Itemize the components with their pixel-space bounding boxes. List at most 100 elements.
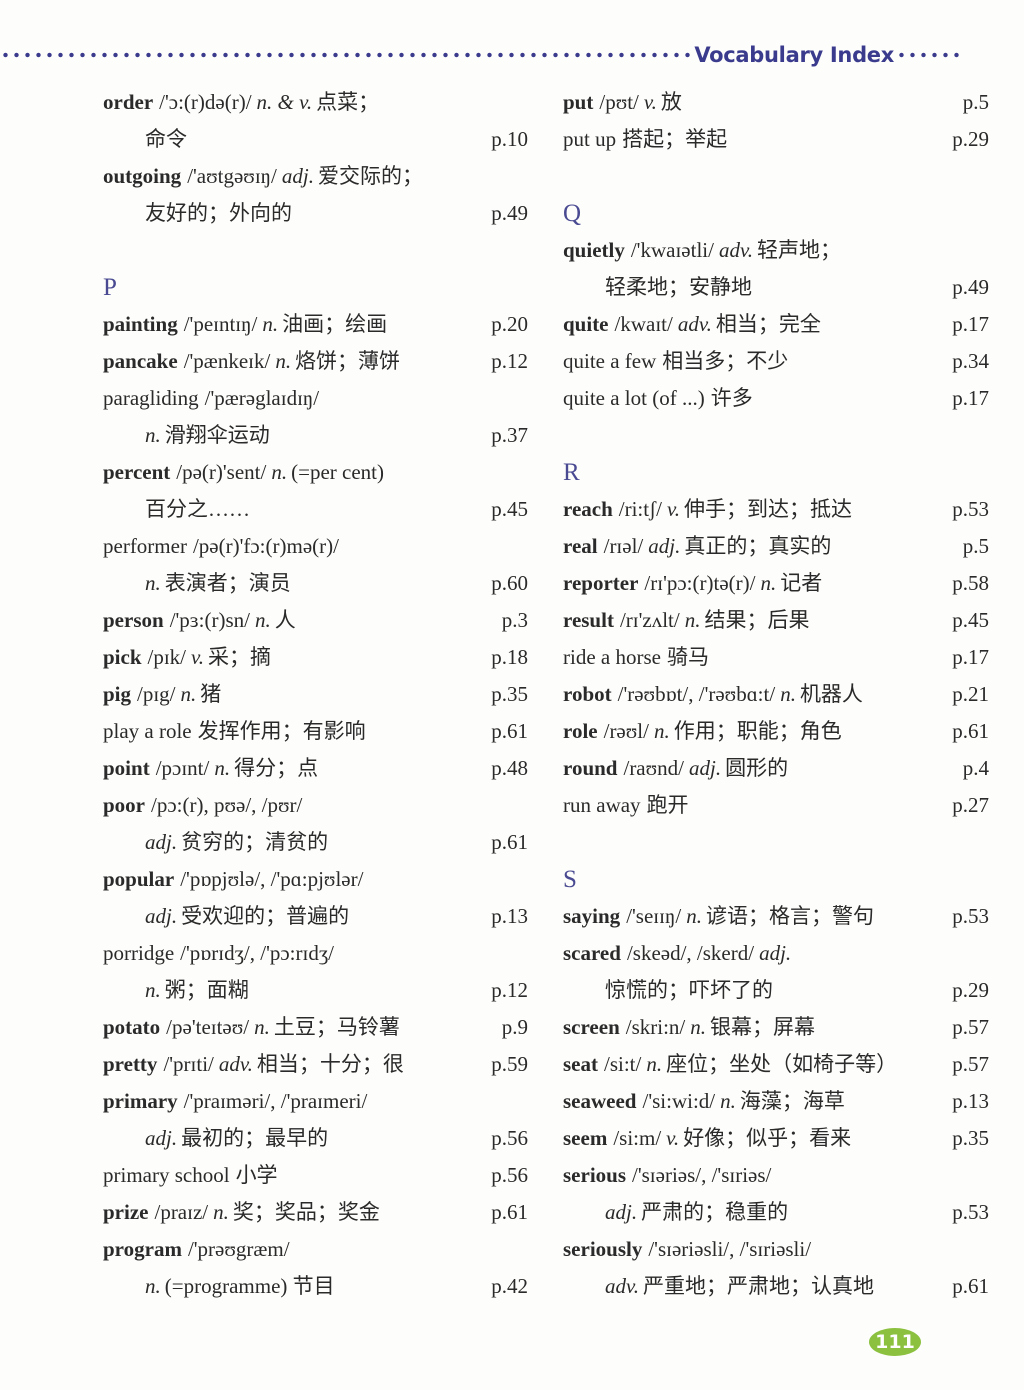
phonetic: /'rəʊbɒt/, /'rəʊbɑ:t/: [617, 682, 776, 706]
section-letter: P: [103, 274, 117, 301]
part-of-speech: adj.: [145, 830, 178, 854]
part-of-speech: n.: [646, 1052, 663, 1076]
part-of-speech: adv.: [218, 1052, 253, 1076]
page-reference: p.20: [491, 312, 528, 336]
definition: 采；摘: [208, 645, 272, 669]
vocab-entry: screen/skri:n/n. 银幕；屏幕 p.57: [563, 1009, 989, 1046]
phonetic: /'si:wi:d/: [642, 1089, 716, 1113]
entry-text: screen/skri:n/n. 银幕；屏幕: [563, 1009, 939, 1046]
vocab-entry: program/'prəʊgræm/: [103, 1231, 528, 1268]
phonetic: /skri:n/: [625, 1015, 686, 1039]
definition: 银幕；屏幕: [710, 1015, 816, 1039]
entry-text: primary/'praɪməri/, /'praɪmeri/: [103, 1083, 528, 1120]
dotted-rule: [896, 52, 960, 58]
entry-text: 惊慌的；吓坏了的: [563, 972, 939, 1009]
entry-text: reach/ri:tʃ/v. 伸手；到达；抵达: [563, 491, 939, 528]
definition: 得分；点: [234, 756, 319, 780]
entry-text: 轻柔地；安静地: [563, 269, 939, 306]
headword: pancake: [103, 349, 178, 373]
page-reference: p.29: [952, 127, 989, 151]
vocab-entry: outgoing/'aʊtgəʊɪŋ/adj. 爱交际的；: [103, 158, 528, 195]
vocab-entry: put/pʊt/v. 放 p.5: [563, 84, 989, 121]
headword: seaweed: [563, 1089, 637, 1113]
definition: 伸手；到达；抵达: [683, 497, 852, 521]
entry-text: performer/pə(r)'fɔ:(r)mə(r)/: [103, 528, 528, 565]
definition: 粥；面糊: [164, 978, 249, 1002]
page-reference: p.4: [962, 756, 989, 780]
definition: 惊慌的；吓坏了的: [605, 978, 773, 1002]
page-reference: p.21: [952, 682, 989, 706]
page-reference: p.61: [952, 1274, 989, 1298]
phonetic: /rɪ'zʌlt/: [619, 608, 680, 632]
page-title: Vocabulary Index: [694, 43, 894, 67]
page-reference: p.61: [952, 719, 989, 743]
entry-text: saying/'seɪɪŋ/n. 谚语；格言；警句: [563, 898, 939, 935]
definition: 许多: [710, 386, 753, 410]
vocab-entry: ride a horse 骑马 p.17: [563, 639, 989, 676]
entry-text: outgoing/'aʊtgəʊɪŋ/adj. 爱交际的；: [103, 158, 528, 195]
vocab-entry: reporter/rɪ'pɔ:(r)tə(r)/n. 记者 p.58: [563, 565, 989, 602]
part-of-speech: adj.: [759, 941, 792, 965]
definition: 严肃的；稳重的: [641, 1200, 789, 1224]
page-reference: p.60: [491, 571, 528, 595]
part-of-speech: n.: [180, 682, 197, 706]
entry-text: pretty/'prɪti/adv. 相当；十分；很: [103, 1046, 478, 1083]
page-reference: p.35: [491, 682, 528, 706]
headword: popular: [103, 867, 175, 891]
definition: 骑马: [666, 645, 709, 669]
page-reference: p.9: [501, 1015, 528, 1039]
part-of-speech: adj.: [689, 756, 722, 780]
headword: point: [103, 756, 150, 780]
headword: prize: [103, 1200, 149, 1224]
definition: 轻柔地；安静地: [605, 275, 752, 299]
part-of-speech: n.: [271, 460, 288, 484]
phonetic: /pə'teɪtəʊ/: [166, 1015, 250, 1039]
part-of-speech: adv.: [718, 238, 753, 262]
definition: 海藻；海草: [739, 1089, 845, 1113]
headword: real: [563, 534, 598, 558]
definition: 小学: [235, 1163, 278, 1187]
vocab-entry: seem/si:m/v. 好像；似乎；看来 p.35: [563, 1120, 989, 1157]
headword: quite: [563, 312, 609, 336]
headword: put up: [563, 127, 617, 151]
running-header: Vocabulary Index: [0, 40, 960, 70]
vocab-entry-continuation: n. (=programme) 节目 p.42: [103, 1268, 528, 1305]
phonetic: /'sɪəriəsli/, /'sɪriəsli/: [648, 1237, 812, 1261]
phonetic: /'pɒrɪdʒ/, /'pɔ:rɪdʒ/: [180, 941, 334, 965]
vocab-entry: serious/'sɪəriəs/, /'sɪriəs/: [563, 1157, 989, 1194]
entry-text: pig/pɪg/n. 猪: [103, 676, 478, 713]
vocab-entry-continuation: 命令 p.10: [103, 121, 528, 158]
headword: reporter: [563, 571, 639, 595]
definition: 相当；完全: [715, 312, 821, 336]
headword: result: [563, 608, 614, 632]
headword: screen: [563, 1015, 620, 1039]
headword: poor: [103, 793, 145, 817]
vocab-entry: result/rɪ'zʌlt/n. 结果；后果 p.45: [563, 602, 989, 639]
phonetic: /pə(r)'fɔ:(r)mə(r)/: [192, 534, 339, 558]
vocab-entry-continuation: n. 表演者；演员 p.60: [103, 565, 528, 602]
part-of-speech: n.: [145, 978, 161, 1002]
headword: pretty: [103, 1052, 158, 1076]
headword: potato: [103, 1015, 161, 1039]
page-reference: p.48: [491, 756, 528, 780]
page-reference: p.58: [952, 571, 989, 595]
definition: 好像；似乎；看来: [683, 1126, 852, 1150]
definition: 命令: [145, 127, 187, 151]
part-of-speech: n.: [262, 312, 279, 336]
vocab-entry-continuation: 百分之…… p.45: [103, 491, 528, 528]
phonetic: /'peɪntɪŋ/: [183, 312, 258, 336]
part-of-speech: n.: [254, 1015, 270, 1039]
index-column-left: order/'ɔ:(r)də(r)/n. & v. 点菜； 命令 p.10 outgoi…: [103, 84, 528, 1305]
page-reference: p.35: [952, 1126, 989, 1150]
page-reference: p.53: [952, 1200, 989, 1224]
vocab-entry-continuation: adj. 贫穷的；清贫的 p.61: [103, 824, 528, 861]
phonetic: /'pɜ:(r)sn/: [169, 608, 250, 632]
headword: saying: [563, 904, 621, 928]
phonetic: /'praɪməri/, /'praɪmeri/: [183, 1089, 368, 1113]
page-reference: p.45: [952, 608, 989, 632]
blank-line: [563, 824, 989, 861]
entry-text: adj. 贫穷的；清贫的: [103, 824, 478, 861]
entry-text: seaweed/'si:wi:d/n. 海藻；海草: [563, 1083, 939, 1120]
entry-text: person/'pɜ:(r)sn/n. 人: [103, 602, 478, 639]
